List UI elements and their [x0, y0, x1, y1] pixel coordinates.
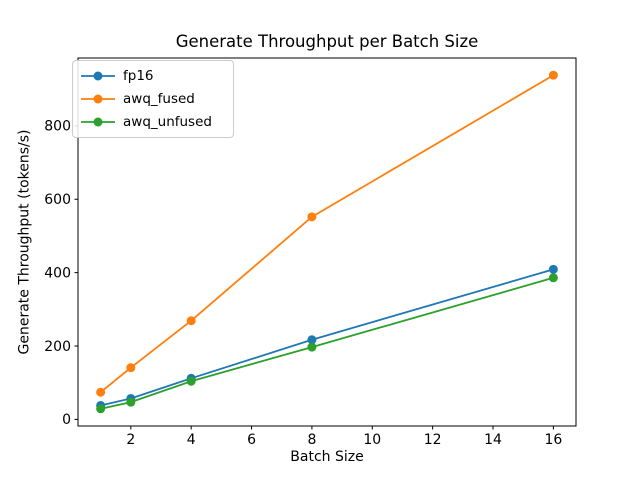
legend-item-awq_unfused: awq_unfused — [80, 112, 224, 132]
y-tick-label: 800 — [44, 119, 71, 135]
legend-label-awq_unfused: awq_unfused — [123, 114, 212, 130]
legend-marker-awq_fused — [93, 94, 103, 104]
chart-title: Generate Throughput per Batch Size — [175, 32, 479, 51]
axes-spines — [77, 57, 577, 427]
x-tick-label: 6 — [247, 432, 256, 448]
x-axis-label: Batch Size — [290, 449, 364, 465]
y-axis-label-text: Generate Throughput (tokens/s) — [16, 129, 33, 355]
y-tick-label: 200 — [44, 339, 71, 355]
series-marker-awq_fused — [126, 363, 136, 373]
series-marker-fp16 — [548, 264, 558, 274]
y-tick-label: 400 — [44, 265, 71, 281]
x-tick-label: 10 — [363, 432, 381, 448]
series-marker-awq_unfused — [307, 342, 317, 352]
series-marker-awq_fused — [186, 316, 196, 326]
legend-item-awq_fused: awq_fused — [80, 89, 224, 109]
y-tick-label: 0 — [62, 412, 71, 428]
legend-line-sample-fp16 — [81, 71, 115, 81]
x-tick-label: 12 — [424, 432, 442, 448]
series-marker-awq_fused — [548, 70, 558, 80]
legend-marker-awq_unfused — [93, 117, 103, 127]
series-marker-awq_fused — [96, 387, 106, 397]
series-marker-awq_fused — [307, 212, 317, 222]
legend-label-fp16: fp16 — [123, 68, 154, 84]
legend-marker-fp16 — [93, 71, 103, 81]
legend-label-awq_fused: awq_fused — [123, 91, 195, 107]
series-marker-awq_unfused — [548, 273, 558, 283]
x-tick-label: 14 — [484, 432, 502, 448]
legend-line-sample-awq_unfused — [81, 117, 115, 127]
x-tick-label: 16 — [544, 432, 562, 448]
x-tick-label: 4 — [187, 432, 196, 448]
x-tick-label: 2 — [126, 432, 135, 448]
legend-line-sample-awq_fused — [81, 94, 115, 104]
series-marker-awq_unfused — [96, 404, 106, 414]
x-tick-label: 8 — [307, 432, 316, 448]
series-marker-fp16 — [307, 335, 317, 345]
y-tick-label: 600 — [44, 192, 71, 208]
series-line-awq_unfused — [100, 276, 554, 410]
legend-item-fp16: fp16 — [80, 66, 224, 86]
series-marker-awq_unfused — [186, 376, 196, 386]
series-marker-awq_unfused — [126, 397, 136, 407]
legend: fp16 awq_fused awq_unfused — [72, 60, 234, 138]
